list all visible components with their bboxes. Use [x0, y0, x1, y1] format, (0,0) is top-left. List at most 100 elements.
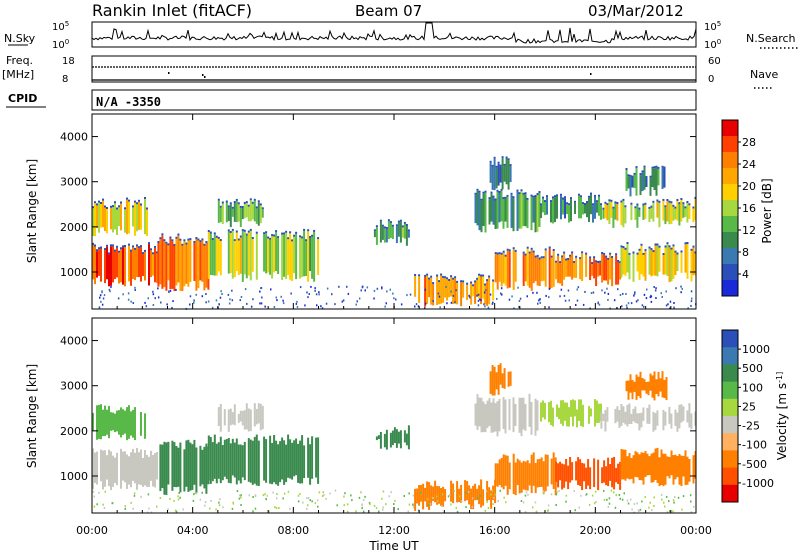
heatmap-edge	[512, 247, 515, 250]
heatmap-cell	[600, 205, 602, 220]
heatmap-cell	[583, 463, 586, 482]
heatmap-speck	[666, 511, 669, 514]
heatmap-cell	[311, 236, 314, 279]
heatmap-speck	[477, 304, 480, 307]
heatmap-cell	[104, 405, 106, 437]
heatmap-speck	[576, 299, 579, 302]
heatmap-speck	[453, 490, 455, 492]
heatmap-cell	[607, 259, 610, 285]
colorbar-swatch	[722, 136, 738, 153]
heatmap-speck	[334, 489, 337, 492]
heatmap-edge	[636, 252, 639, 255]
heatmap-cell	[241, 445, 244, 478]
heatmap-cell	[534, 257, 537, 282]
heatmap-speck	[455, 289, 457, 292]
heatmap-speck	[132, 302, 134, 304]
heatmap-edge	[497, 161, 500, 164]
heatmap-speck	[412, 506, 415, 509]
heatmap-cell	[627, 380, 630, 400]
heatmap-edge	[144, 197, 146, 199]
heatmap-cell	[594, 196, 596, 219]
heatmap-cell	[582, 404, 584, 427]
heatmap-cell	[657, 371, 660, 397]
heatmap-cell	[460, 282, 463, 307]
heatmap-cell	[559, 263, 562, 284]
heatmap-edge	[299, 235, 302, 238]
heatmap-edge	[614, 201, 617, 204]
heatmap-speck	[665, 304, 668, 307]
heatmap-cell	[571, 253, 574, 280]
heatmap-speck	[645, 297, 648, 300]
heatmap-cell	[632, 253, 635, 282]
heatmap-cell	[610, 201, 613, 218]
heatmap-cell	[297, 443, 300, 483]
heatmap-cell	[565, 260, 568, 277]
heatmap-cell	[627, 176, 630, 189]
freq-point	[590, 73, 592, 75]
heatmap-speck	[691, 297, 693, 300]
heatmap-speck	[522, 501, 525, 504]
heatmap-cell	[686, 456, 689, 485]
heatmap-edge	[265, 231, 268, 234]
heatmap-speck	[111, 502, 113, 505]
heatmap-cell	[555, 461, 558, 482]
heatmap-speck	[311, 500, 313, 503]
heatmap-speck	[177, 498, 180, 501]
heatmap-speck	[283, 492, 286, 495]
heatmap-cell	[309, 444, 312, 485]
noise-panel: N.Sky 105 100 105 100 N.Search	[4, 20, 798, 51]
heatmap-cell	[235, 200, 238, 223]
heatmap-cell	[229, 233, 232, 273]
heatmap-edge	[656, 199, 659, 202]
heatmap-speck	[307, 504, 309, 507]
heatmap-speck	[626, 499, 629, 502]
heatmap-edge	[493, 156, 496, 159]
heatmap-speck	[389, 288, 391, 291]
heatmap-speck	[483, 303, 485, 306]
heatmap-cell	[106, 246, 108, 280]
heatmap-cell	[690, 413, 693, 430]
heatmap-cell	[98, 249, 100, 276]
heatmap-cell	[534, 398, 537, 436]
heatmap-edge	[263, 232, 266, 235]
heatmap-cell	[598, 196, 600, 216]
heatmap-speck	[326, 287, 329, 290]
heatmap-speck	[477, 497, 479, 500]
heatmap-cell	[96, 251, 98, 278]
heatmap-edge	[542, 256, 545, 259]
colorbar-tick-label: 500	[742, 362, 763, 375]
heatmap-cell	[603, 460, 606, 483]
heatmap-cell	[102, 450, 104, 490]
heatmap-speck	[432, 300, 434, 303]
heatmap-speck	[231, 299, 234, 302]
heatmap-cell	[571, 462, 574, 481]
heatmap-speck	[177, 495, 179, 498]
heatmap-edge	[500, 188, 503, 191]
heatmap-speck	[306, 497, 308, 500]
heatmap-edge	[622, 246, 625, 249]
heatmap-cell	[397, 222, 400, 237]
heatmap-cell	[128, 201, 130, 234]
heatmap-cell	[604, 203, 607, 219]
heatmap-edge	[620, 200, 623, 203]
heatmap-edge	[291, 239, 294, 242]
heatmap-edge	[554, 195, 556, 198]
heatmap-speck	[140, 495, 142, 498]
heatmap-edge	[514, 249, 517, 252]
heatmap-speck	[548, 296, 550, 299]
heatmap-cell	[237, 444, 240, 481]
heatmap-cell	[624, 207, 627, 224]
heatmap-cell	[223, 439, 226, 477]
heatmap-speck	[195, 492, 198, 495]
heatmap-cell	[494, 463, 497, 486]
heatmap-cell	[624, 411, 627, 425]
heatmap-speck	[542, 490, 544, 493]
heatmap-cell	[241, 208, 244, 220]
heatmap-cell	[580, 197, 582, 219]
heatmap-speck	[299, 286, 302, 289]
heatmap-edge	[575, 255, 578, 258]
heatmap-edge	[183, 239, 186, 242]
heatmap-speck	[219, 296, 222, 299]
heatmap-edge	[600, 203, 602, 206]
heatmap-speck	[693, 505, 695, 508]
